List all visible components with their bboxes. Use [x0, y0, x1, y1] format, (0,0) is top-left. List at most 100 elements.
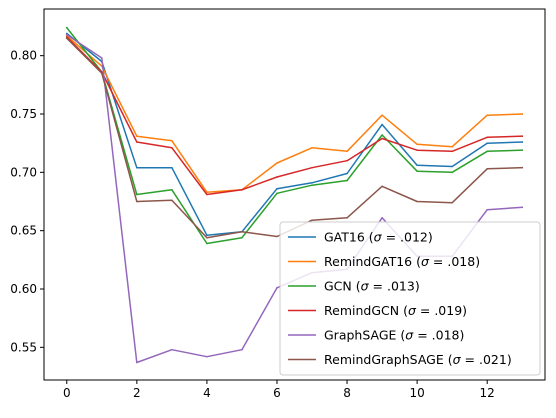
data-point [136, 166, 138, 169]
data-point [65, 26, 68, 29]
data-point [65, 32, 68, 35]
legend-paren: ) [475, 254, 480, 269]
legend-equals: = [413, 328, 431, 343]
data-point [451, 171, 453, 174]
legend-paren: ( [399, 303, 408, 318]
data-point [311, 182, 313, 184]
series-line [65, 26, 523, 245]
data-point [521, 166, 524, 169]
legend-paren: ( [444, 352, 453, 367]
sigma-symbol: σ [453, 352, 462, 367]
data-point [65, 36, 68, 38]
legend-paren: ( [412, 254, 421, 269]
data-point [65, 33, 68, 36]
x-tick-label: 4 [203, 386, 211, 400]
data-point [486, 150, 488, 153]
x-axis: 0 2 4 6 8 10 12 [63, 380, 495, 400]
y-tick-label: 0.80 [10, 49, 37, 63]
x-tick-label: 2 [133, 386, 141, 400]
data-point [206, 193, 208, 196]
legend-entry: RemindGCN (σ = .019) [324, 303, 467, 318]
x-tick-label: 12 [480, 386, 495, 400]
sigma-symbol: σ [408, 303, 417, 318]
data-point [381, 134, 383, 136]
y-tick-label: 0.75 [10, 107, 37, 121]
data-point [346, 179, 348, 182]
sigma-symbol: σ [361, 279, 370, 294]
legend-paren: ) [462, 303, 467, 318]
data-point [521, 135, 524, 137]
data-point [311, 147, 313, 149]
data-point [241, 236, 243, 239]
data-point [136, 361, 138, 364]
y-tick-label: 0.70 [10, 165, 37, 179]
legend-equals: = [369, 279, 387, 294]
data-point [486, 168, 488, 170]
data-point [416, 200, 418, 203]
data-point [241, 348, 243, 351]
legend-series-name: RemindGAT16 [324, 254, 412, 269]
y-tick-label: 0.60 [10, 282, 37, 296]
data-point [416, 149, 418, 151]
series-remindgat16 [65, 34, 524, 193]
legend-paren: ) [507, 352, 512, 367]
data-point [451, 165, 453, 168]
data-point [276, 235, 278, 238]
data-point [65, 37, 68, 39]
legend-equals: = [416, 303, 434, 318]
legend-paren: ( [352, 279, 361, 294]
y-tick-label: 0.55 [10, 340, 37, 354]
data-point [206, 234, 208, 237]
data-point [206, 191, 208, 193]
data-point [451, 201, 453, 204]
data-point [381, 217, 383, 219]
data-point [241, 231, 243, 233]
legend-entry: GCN (σ = .013) [324, 279, 420, 294]
data-point [206, 236, 208, 239]
data-point [486, 114, 488, 116]
data-point [486, 136, 488, 139]
legend-paren: ( [396, 328, 405, 343]
data-point [416, 143, 418, 146]
data-point [381, 114, 383, 116]
data-point [416, 170, 418, 172]
legend-entry: RemindGAT16 (σ = .018) [324, 254, 480, 269]
legend-equals: = [382, 230, 400, 245]
data-point [381, 137, 383, 140]
legend-paren: ( [365, 230, 374, 245]
data-point [171, 199, 173, 202]
sigma-symbol: σ [374, 230, 383, 245]
data-point [416, 164, 418, 167]
x-tick-label: 6 [273, 386, 281, 400]
legend-sigma-value: .019 [434, 303, 462, 318]
data-point [381, 185, 383, 188]
data-point [521, 149, 524, 151]
data-point [276, 187, 278, 190]
data-point [346, 172, 348, 175]
data-point [381, 123, 383, 126]
data-point [276, 176, 278, 178]
data-point [136, 141, 138, 143]
data-point [136, 135, 138, 137]
sigma-symbol: σ [421, 254, 430, 269]
data-point [171, 348, 173, 351]
data-point [311, 166, 313, 169]
data-point [171, 140, 173, 142]
data-point [136, 193, 138, 196]
legend-equals: = [461, 352, 479, 367]
data-point [206, 355, 208, 358]
data-point [101, 57, 103, 59]
data-point [276, 162, 278, 164]
data-point [346, 159, 348, 162]
data-point [346, 217, 348, 219]
data-point [136, 200, 138, 203]
data-point [451, 150, 453, 153]
legend-paren: ) [428, 230, 433, 245]
series-gcn [65, 26, 524, 245]
legend-sigma-value: .021 [479, 352, 507, 367]
data-point [276, 287, 278, 289]
data-point [311, 184, 313, 186]
legend-series-name: GCN [324, 279, 352, 294]
